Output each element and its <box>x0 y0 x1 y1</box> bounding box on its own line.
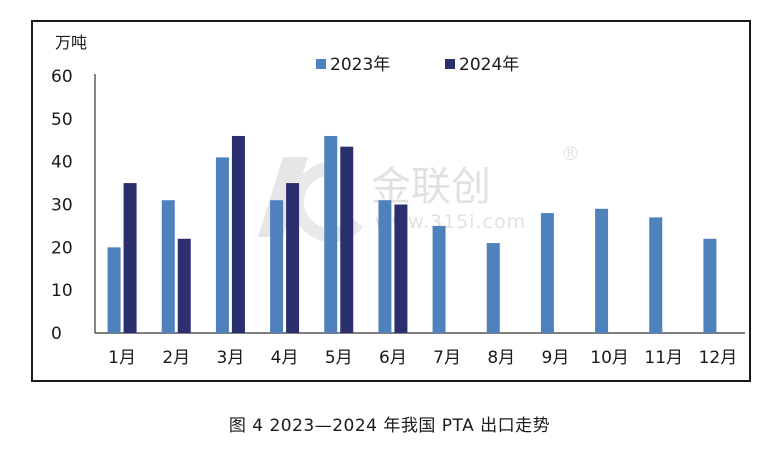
legend-label: 2024年 <box>459 55 519 75</box>
bar-series1 <box>595 208 609 333</box>
legend-swatch <box>445 59 455 69</box>
x-tick-label: 4月 <box>271 348 299 368</box>
y-tick-label: 30 <box>51 196 73 216</box>
figure-caption: 图 4 2023—2024 年我国 PTA 出口走势 <box>228 416 551 436</box>
bar-series1 <box>161 200 175 333</box>
bar-series1 <box>270 200 284 333</box>
bar-series1 <box>486 243 500 333</box>
chart-frame: 金联创 ® www.315i.com 万吨 0 10 20 30 40 50 60 1月 2月 3月 4月 5… <box>31 20 751 382</box>
watermark-url: www.315i.com <box>375 211 526 233</box>
bar-series2 <box>177 238 191 333</box>
y-tick-label: 0 <box>51 324 62 344</box>
bar-series2 <box>340 146 354 333</box>
bar-series1 <box>649 217 663 333</box>
x-tick-label: 12月 <box>699 348 738 368</box>
x-tick-label: 8月 <box>487 348 515 368</box>
bar-series1 <box>215 157 229 333</box>
x-tick-label: 3月 <box>217 348 245 368</box>
x-tick-label: 6月 <box>379 348 407 368</box>
x-tick-label: 9月 <box>542 348 570 368</box>
y-tick-label: 50 <box>51 110 73 130</box>
x-tick-label: 7月 <box>433 348 461 368</box>
y-tick-label: 20 <box>51 238 73 258</box>
x-tick-label: 1月 <box>108 348 136 368</box>
x-tick-label: 10月 <box>590 348 629 368</box>
bar-series1 <box>378 200 392 333</box>
x-tick-label: 2月 <box>162 348 190 368</box>
bar-series1 <box>107 247 121 333</box>
bar-series1 <box>324 135 338 333</box>
x-tick-label: 11月 <box>644 348 683 368</box>
bar-series1 <box>703 238 717 333</box>
bar-series2 <box>286 183 300 333</box>
watermark-registered-mark: ® <box>561 143 581 165</box>
y-tick-label: 60 <box>51 67 73 87</box>
bar-series1 <box>432 225 446 333</box>
legend-swatch <box>316 59 326 69</box>
bar-series2 <box>231 135 245 333</box>
watermark-logo-arc <box>291 161 363 242</box>
y-tick-label: 10 <box>51 281 73 301</box>
x-tick-label: 5月 <box>325 348 353 368</box>
bar-series2 <box>123 183 137 333</box>
bar-series2 <box>394 204 408 333</box>
y-tick-label: 40 <box>51 153 73 173</box>
y-axis-unit-label: 万吨 <box>55 33 87 52</box>
legend-label: 2023年 <box>330 55 390 75</box>
bar-series1 <box>540 213 554 333</box>
